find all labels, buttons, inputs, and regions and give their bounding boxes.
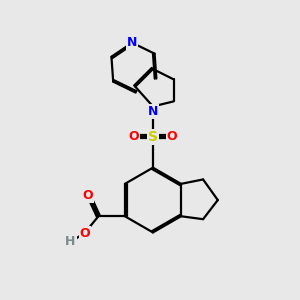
Text: H: H [65,235,76,248]
Text: O: O [128,130,139,143]
Text: O: O [80,227,91,240]
Text: N: N [148,105,158,118]
Text: N: N [127,36,137,49]
Text: O: O [167,130,177,143]
Text: O: O [83,189,93,202]
Text: S: S [148,130,158,144]
